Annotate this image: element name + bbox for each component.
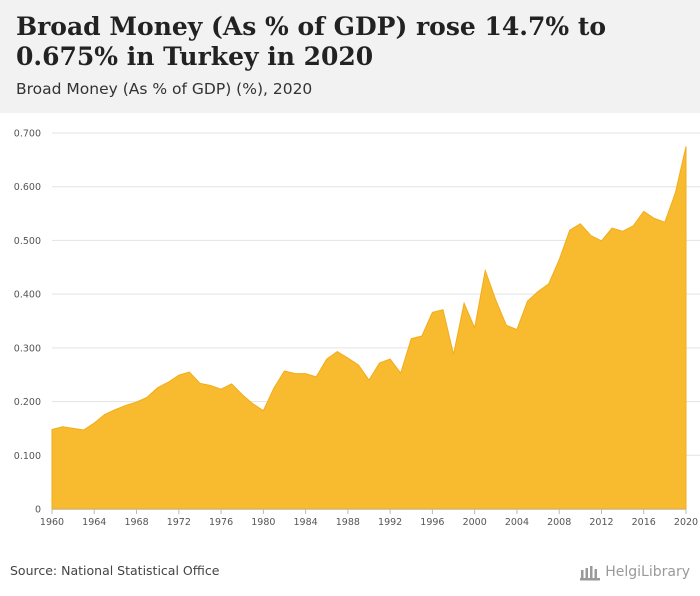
x-tick-label: 2004 <box>505 517 529 528</box>
y-tick-label: 0.300 <box>14 343 41 354</box>
y-tick-label: 0.400 <box>14 290 41 301</box>
axes: 0 0.100 0.200 0.300 0.400 0.500 0.600 0.700 1960… <box>14 129 698 529</box>
area-fill <box>51 146 687 510</box>
page-title: Broad Money (As % of GDP) rose 14.7% to … <box>16 12 607 71</box>
chart-subtitle: Broad Money (As % of GDP) (%), 2020 <box>16 80 313 98</box>
x-tick-label: 1996 <box>420 517 444 528</box>
y-tick-label: 0 <box>35 505 41 516</box>
area-series <box>51 146 687 510</box>
x-tick-label: 1964 <box>82 517 106 528</box>
x-tick-label: 2016 <box>632 517 656 528</box>
x-tick-label: 2000 <box>463 517 487 528</box>
x-tick-label: 2012 <box>589 517 613 528</box>
x-tick-label: 1960 <box>40 517 64 528</box>
y-tick-label: 0.700 <box>14 129 41 140</box>
area-chart: 0 0.100 0.200 0.300 0.400 0.500 0.600 0.700 1960… <box>14 129 700 529</box>
y-tick-label: 0.600 <box>14 182 41 193</box>
source-note: Source: National Statistical Office <box>10 563 220 578</box>
y-tick-label: 0.500 <box>14 236 41 247</box>
logo-text: HelgiLibrary <box>605 564 690 580</box>
x-tick-label: 1988 <box>336 517 360 528</box>
x-tick-label: 1976 <box>209 517 233 528</box>
x-tick-label: 1980 <box>251 517 275 528</box>
library-building-icon <box>579 563 601 581</box>
x-tick-label: 1984 <box>294 517 318 528</box>
y-tick-label: 0.200 <box>14 397 41 408</box>
x-tick-label: 2020 <box>674 517 698 528</box>
x-tick-label: 1968 <box>124 517 148 528</box>
helgilibrary-logo[interactable]: HelgiLibrary <box>579 561 690 583</box>
x-tick-label: 1992 <box>378 517 402 528</box>
chart-header <box>0 0 700 113</box>
x-tick-label: 1972 <box>167 517 191 528</box>
x-tick-label: 2008 <box>547 517 571 528</box>
y-tick-label: 0.100 <box>14 451 41 462</box>
